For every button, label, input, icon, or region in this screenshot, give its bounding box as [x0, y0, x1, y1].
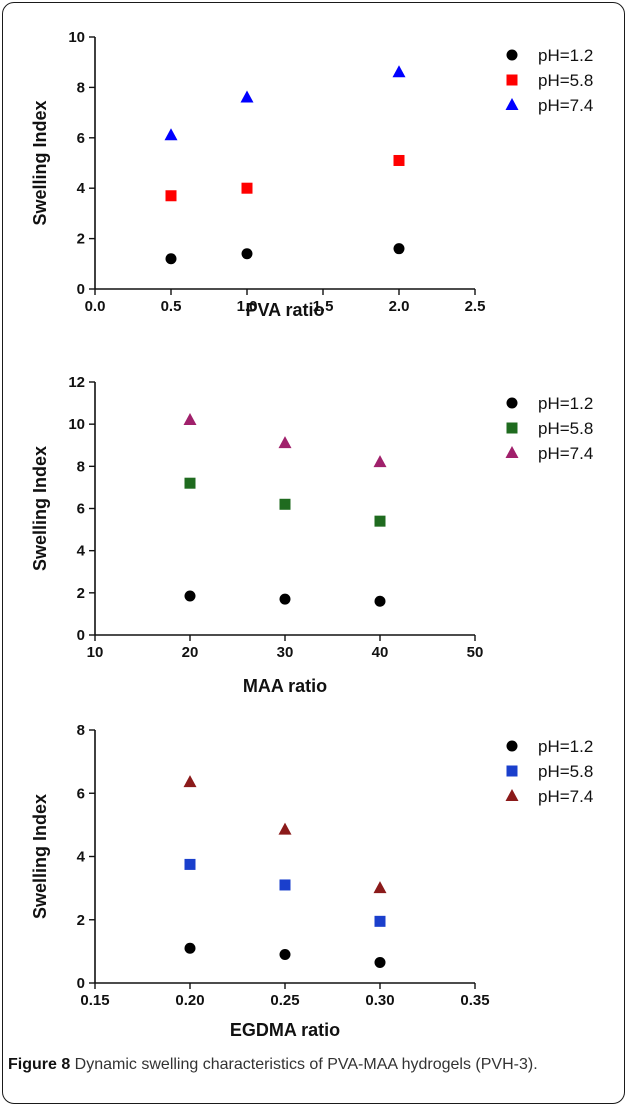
legend-marker	[506, 397, 518, 409]
data-point	[279, 879, 291, 891]
y-tick-label: 6	[77, 785, 85, 802]
y-axis-label: Swelling Index	[30, 446, 50, 571]
data-point	[241, 248, 253, 260]
legend-label: pH=7.4	[538, 96, 593, 115]
x-tick-label: 50	[467, 644, 484, 661]
y-tick-label: 0	[77, 281, 85, 298]
figure-caption: Figure 8 Dynamic swelling characteristic…	[8, 1054, 608, 1076]
x-tick-label: 1.5	[313, 298, 334, 315]
data-point	[279, 498, 291, 510]
x-axis-label: MAA ratio	[243, 676, 327, 696]
legend-label: pH=5.8	[538, 71, 593, 90]
legend-label: pH=1.2	[538, 394, 593, 413]
y-tick-label: 6	[77, 501, 85, 518]
legend-marker	[506, 49, 518, 61]
data-point	[184, 858, 196, 870]
x-tick-label: 10	[87, 644, 104, 661]
legend-marker	[505, 789, 519, 801]
y-tick-label: 8	[77, 458, 85, 475]
legend-label: pH=7.4	[538, 787, 593, 806]
y-tick-label: 2	[77, 231, 85, 248]
y-tick-label: 8	[77, 79, 85, 96]
legend-marker	[506, 765, 518, 777]
x-tick-label: 0.5	[161, 298, 182, 315]
data-point	[184, 942, 196, 954]
data-point	[184, 590, 196, 602]
legend-label: pH=1.2	[538, 46, 593, 65]
legend-label: pH=1.2	[538, 737, 593, 756]
data-point	[393, 154, 405, 166]
data-point	[373, 455, 387, 468]
y-tick-label: 4	[77, 543, 86, 560]
legend-marker	[506, 740, 518, 752]
data-point	[374, 915, 386, 927]
y-axis-label: Swelling Index	[30, 794, 50, 919]
legend-marker	[506, 422, 518, 434]
data-point	[165, 253, 177, 265]
caption-text: Dynamic swelling characteristics of PVA-…	[70, 1056, 538, 1073]
legend-label: pH=7.4	[538, 444, 593, 463]
legend-marker	[505, 446, 519, 458]
legend: pH=1.2 pH=5.8 pH=7.4	[505, 394, 593, 463]
data-point	[374, 595, 386, 607]
y-tick-label: 12	[68, 374, 85, 391]
data-point	[278, 822, 292, 835]
y-tick-label: 2	[77, 585, 85, 602]
data-point	[279, 949, 291, 961]
data-point	[373, 881, 387, 894]
data-point	[374, 956, 386, 968]
data-point	[278, 436, 292, 449]
legend-label: pH=5.8	[538, 419, 593, 438]
x-tick-label: 2.5	[465, 298, 486, 315]
x-tick-label: 1.0	[237, 298, 258, 315]
x-tick-label: 2.0	[389, 298, 410, 315]
y-tick-label: 0	[77, 627, 85, 644]
x-axis-label: PVA ratio	[245, 300, 324, 320]
legend-marker	[506, 74, 518, 86]
legend: pH=1.2 pH=5.8 pH=7.4	[505, 737, 593, 806]
legend: pH=1.2 pH=5.8 pH=7.4	[505, 46, 593, 115]
y-tick-label: 2	[77, 912, 85, 929]
data-point	[165, 190, 177, 202]
y-tick-label: 4	[77, 180, 86, 197]
y-tick-label: 6	[77, 130, 85, 147]
x-axis-label: EGDMA ratio	[230, 1020, 340, 1040]
x-tick-label: 0.20	[175, 992, 204, 1009]
y-axis-label: Swelling Index	[30, 100, 50, 225]
data-point	[374, 515, 386, 527]
chart-2: 0 2 4 6 8 10 12 10 20 30 40 50 MAA ratio Swelling Ind…	[30, 374, 593, 696]
data-point	[393, 243, 405, 255]
chart-3: 0 2 4 6 8 0.15 0.20 0.25 0.30 0.35 EGDMA ratio Swel…	[30, 722, 593, 1040]
data-point	[240, 90, 254, 103]
y-tick-label: 10	[68, 416, 85, 433]
x-tick-label: 0.25	[270, 992, 299, 1009]
x-tick-label: 0.35	[460, 992, 489, 1009]
legend-label: pH=5.8	[538, 762, 593, 781]
data-point	[392, 65, 406, 78]
y-tick-label: 4	[77, 849, 86, 866]
x-tick-label: 20	[182, 644, 199, 661]
x-tick-label: 0.15	[80, 992, 109, 1009]
x-tick-label: 40	[372, 644, 389, 661]
x-tick-label: 0.0	[85, 298, 106, 315]
y-tick-label: 10	[68, 29, 85, 46]
data-point	[164, 128, 178, 141]
y-tick-label: 0	[77, 975, 85, 992]
data-point	[183, 775, 197, 788]
x-tick-label: 0.30	[365, 992, 394, 1009]
data-point	[184, 477, 196, 489]
data-point	[183, 412, 197, 425]
data-point	[279, 593, 291, 605]
chart-1: 0 2 4 6 8 10 0.0 0.5 1.0 1.5 2.0 2.5 PVA ratio Swelli…	[30, 29, 593, 320]
legend-marker	[505, 98, 519, 110]
figure-label: Figure 8	[8, 1056, 71, 1073]
data-point	[241, 182, 253, 194]
y-tick-label: 8	[77, 722, 85, 739]
figure-charts: 0 2 4 6 8 10 0.0 0.5 1.0 1.5 2.0 2.5 PVA ratio Swelli…	[30, 29, 593, 1040]
x-tick-label: 30	[277, 644, 294, 661]
